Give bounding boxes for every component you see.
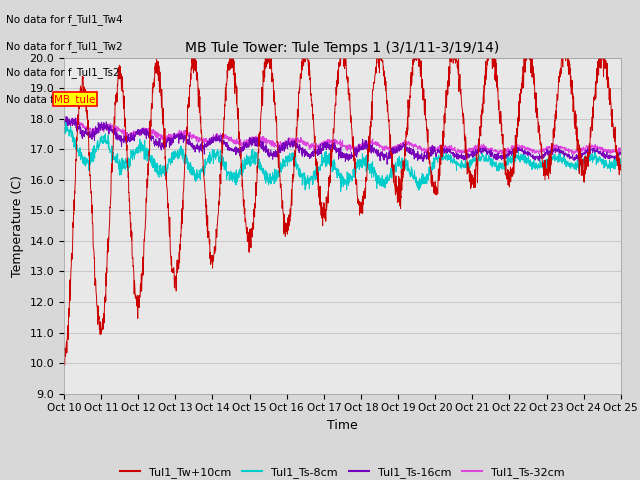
Tul1_Ts-32cm — [69, 116, 77, 121]
Tul1_Ts-8cm — [568, 164, 576, 169]
Tul1_Ts-32cm — [584, 145, 591, 151]
Tul1_Ts-32cm — [359, 141, 367, 146]
Tul1_Ts-8cm — [371, 167, 379, 173]
Tul1_Ts-32cm — [617, 145, 625, 151]
Line: Tul1_Ts-32cm: Tul1_Ts-32cm — [64, 119, 621, 155]
Tul1_Ts-8cm — [337, 189, 344, 194]
Y-axis label: Temperature (C): Temperature (C) — [11, 175, 24, 276]
Tul1_Ts-16cm — [60, 122, 68, 128]
Tul1_Ts-32cm — [570, 152, 578, 157]
Tul1_Ts-8cm — [60, 125, 68, 131]
Tul1_Ts-16cm — [359, 136, 367, 142]
Text: No data for f_Tul1_Tw4: No data for f_Tul1_Tw4 — [6, 14, 123, 25]
Text: MB_tule: MB_tule — [54, 94, 96, 105]
Tul1_Ts-32cm — [60, 119, 68, 124]
Text: No data for f_: No data for f_ — [6, 94, 77, 105]
Tul1_Tw+10cm — [505, 176, 513, 181]
Tul1_Ts-8cm — [62, 120, 70, 125]
Tul1_Tw+10cm — [371, 72, 379, 78]
Tul1_Ts-16cm — [617, 151, 625, 157]
Tul1_Ts-16cm — [568, 154, 576, 160]
Title: MB Tule Tower: Tule Temps 1 (3/1/11-3/19/14): MB Tule Tower: Tule Temps 1 (3/1/11-3/19… — [185, 41, 500, 55]
Line: Tul1_Ts-16cm: Tul1_Ts-16cm — [64, 117, 621, 164]
Tul1_Ts-16cm — [371, 146, 379, 152]
Tul1_Ts-16cm — [505, 154, 513, 159]
Tul1_Tw+10cm — [61, 362, 68, 368]
Tul1_Ts-8cm — [617, 156, 625, 161]
Tul1_Ts-16cm — [383, 161, 391, 167]
Tul1_Ts-16cm — [62, 114, 70, 120]
Tul1_Ts-8cm — [505, 154, 513, 160]
Tul1_Ts-16cm — [216, 136, 223, 142]
Tul1_Tw+10cm — [359, 193, 367, 199]
Text: No data for f_Tul1_Tw2: No data for f_Tul1_Tw2 — [6, 41, 123, 52]
Line: Tul1_Ts-8cm: Tul1_Ts-8cm — [64, 122, 621, 192]
Tul1_Tw+10cm — [262, 48, 270, 54]
Tul1_Tw+10cm — [60, 361, 68, 367]
Legend: Tul1_Tw+10cm, Tul1_Ts-8cm, Tul1_Ts-16cm, Tul1_Ts-32cm: Tul1_Tw+10cm, Tul1_Ts-8cm, Tul1_Ts-16cm,… — [115, 462, 570, 480]
Tul1_Ts-8cm — [216, 159, 223, 165]
Tul1_Ts-8cm — [359, 160, 367, 166]
Tul1_Ts-8cm — [584, 157, 591, 163]
Line: Tul1_Tw+10cm: Tul1_Tw+10cm — [64, 51, 621, 365]
Text: No data for f_Tul1_Ts2: No data for f_Tul1_Ts2 — [6, 67, 120, 78]
Tul1_Ts-32cm — [504, 148, 512, 154]
Tul1_Tw+10cm — [216, 185, 223, 191]
Tul1_Ts-32cm — [568, 151, 575, 156]
Tul1_Tw+10cm — [584, 160, 591, 166]
Tul1_Tw+10cm — [568, 77, 576, 83]
Tul1_Ts-32cm — [371, 140, 379, 145]
Tul1_Ts-16cm — [584, 146, 591, 152]
X-axis label: Time: Time — [327, 419, 358, 432]
Tul1_Tw+10cm — [617, 168, 625, 173]
Tul1_Ts-32cm — [216, 134, 223, 140]
